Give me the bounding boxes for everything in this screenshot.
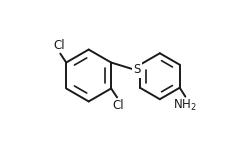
Text: NH$_2$: NH$_2$ xyxy=(174,98,197,113)
Text: S: S xyxy=(133,63,140,76)
Text: Cl: Cl xyxy=(53,39,64,52)
Text: Cl: Cl xyxy=(113,99,124,112)
